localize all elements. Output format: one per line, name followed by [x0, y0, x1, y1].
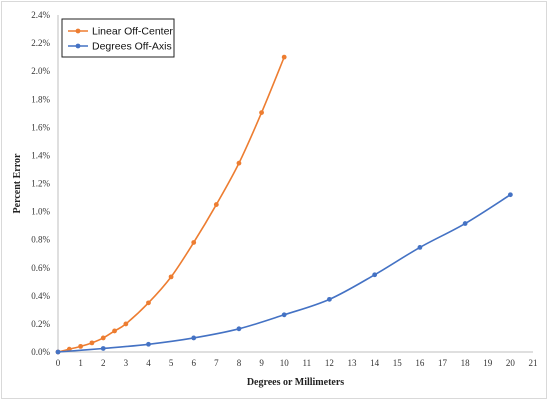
data-point	[191, 240, 197, 245]
x-tick-label: 12	[325, 358, 334, 368]
axes	[57, 15, 533, 353]
x-tick-label: 20	[506, 358, 516, 368]
data-point	[281, 54, 287, 60]
x-tick-label: 8	[237, 358, 242, 368]
data-point	[78, 343, 84, 349]
legend-swatch-marker	[75, 43, 81, 49]
y-tick-label: 2.2%	[31, 38, 50, 48]
y-axis-title: Percent Error	[12, 153, 23, 213]
legend-item: Degrees Off-Axis	[68, 41, 172, 53]
x-tick-label: 11	[302, 358, 311, 368]
y-tick-label: 1.8%	[31, 94, 50, 104]
x-tick-label: 0	[56, 358, 61, 368]
data-point	[100, 335, 106, 341]
y-tick-label: 1.0%	[31, 207, 50, 217]
x-tick-label: 19	[483, 358, 493, 368]
x-tick-label: 21	[529, 358, 538, 368]
x-tick-label: 15	[393, 358, 403, 368]
x-tick-label: 16	[415, 358, 425, 368]
series-layer	[55, 54, 513, 355]
data-point	[462, 221, 468, 226]
legend-item: Linear Off-Center	[68, 26, 173, 38]
x-tick-label: 2	[101, 358, 106, 368]
data-point	[327, 296, 332, 302]
series-1	[55, 192, 513, 355]
data-point	[146, 300, 151, 306]
y-tick-label: 0.4%	[31, 291, 50, 301]
legend-label: Degrees Off-Axis	[92, 41, 172, 53]
data-point	[507, 192, 513, 198]
legend-swatch-marker	[75, 28, 81, 34]
x-tick-label: 9	[259, 358, 264, 368]
y-tick-label: 1.6%	[31, 122, 50, 132]
y-tick-label: 0.2%	[31, 319, 50, 329]
data-point	[417, 244, 423, 250]
data-point	[236, 160, 242, 166]
y-tick-label: 0.8%	[31, 235, 50, 245]
data-point	[191, 335, 197, 341]
y-tick-label: 0.6%	[31, 263, 50, 273]
x-tick-labels: 0 1 2 3 4 5 6 7 8 9 10 11 12 13 14 15 16 17 18 19 20 21	[56, 358, 538, 368]
data-point	[168, 274, 174, 280]
x-tick-label: 10	[280, 358, 290, 368]
y-tick-label: 2.0%	[31, 66, 50, 76]
data-point	[55, 349, 61, 355]
x-tick-label: 3	[124, 358, 129, 368]
series-0	[55, 54, 287, 355]
data-point	[100, 346, 106, 351]
x-tick-label: 14	[370, 358, 380, 368]
x-tick-label: 7	[214, 358, 219, 368]
data-point	[146, 341, 151, 347]
data-point	[281, 312, 287, 318]
x-tick-label: 18	[461, 358, 471, 368]
y-tick-label: 1.4%	[31, 150, 50, 160]
x-tick-label: 13	[348, 358, 358, 368]
data-point	[213, 202, 219, 207]
data-point	[112, 328, 117, 334]
x-tick-label: 4	[146, 358, 151, 368]
x-axis-title: Degrees or Millimeters	[247, 377, 344, 388]
data-point	[259, 110, 264, 115]
data-point	[236, 326, 242, 332]
series-line	[57, 56, 285, 353]
legend-box	[61, 18, 175, 58]
x-tick-label: 17	[438, 358, 448, 368]
x-tick-label: 6	[191, 358, 196, 368]
series-line	[57, 194, 511, 353]
y-tick-label: 1.2%	[31, 179, 50, 189]
legend-label: Linear Off-Center	[92, 26, 173, 38]
legend: Linear Off-Center Degrees Off-Axis	[61, 18, 175, 58]
data-point	[372, 272, 378, 278]
x-tick-label: 1	[78, 358, 83, 368]
y-tick-label: 0.0%	[31, 347, 50, 357]
y-tick-labels: 0.0% 0.2% 0.4% 0.6% 0.8% 1.0% 1.2% 1.4% 1.6% 1.8%…	[31, 10, 50, 357]
data-point	[89, 340, 95, 346]
data-point	[123, 321, 129, 327]
x-tick-label: 5	[169, 358, 174, 368]
y-tick-label: 2.4%	[31, 10, 50, 20]
